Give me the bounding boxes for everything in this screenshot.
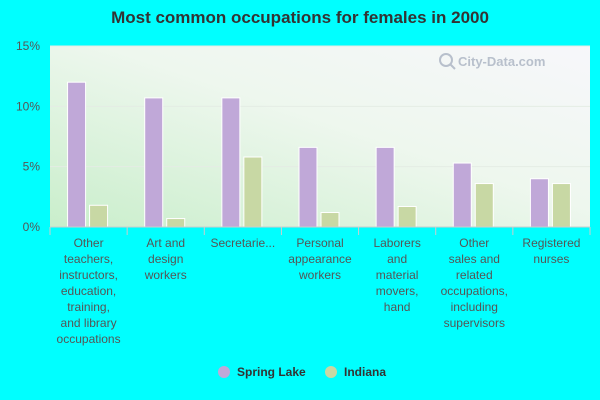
bar-spring-lake[interactable] (375, 146, 395, 228)
x-tick-label: Other sales and related occupations, includi… (441, 236, 508, 330)
watermark-text: City-Data.com (458, 54, 545, 69)
bar-spring-lake[interactable] (529, 178, 549, 228)
y-axis-ticks: 0% 5% 10% 15% (16, 39, 40, 234)
legend-swatch (218, 366, 230, 378)
x-tick-label: Art and design workers (144, 236, 187, 282)
bars (67, 81, 571, 228)
y-tick-label: 15% (16, 39, 40, 53)
chart-title: Most common occupations for females in 2… (111, 8, 489, 27)
watermark: City-Data.com (439, 53, 545, 70)
bar-indiana[interactable] (166, 218, 186, 228)
legend-label: Indiana (344, 365, 386, 379)
bar-spring-lake[interactable] (144, 97, 164, 228)
bar-spring-lake[interactable] (221, 97, 241, 228)
x-tick-label: Other teachers, instructors, education, trai… (57, 236, 121, 346)
x-tick-label: Registered nurses (522, 236, 580, 266)
bar-spring-lake[interactable] (298, 146, 318, 228)
bar-indiana[interactable] (320, 212, 340, 228)
x-tick-label: Personal appearance workers (288, 236, 352, 282)
bar-spring-lake[interactable] (67, 81, 87, 228)
bar-indiana[interactable] (89, 204, 109, 228)
bar-indiana[interactable] (551, 183, 571, 228)
category-labels: Other teachers, instructors, education, trai… (57, 236, 581, 346)
legend: Spring Lake Indiana (218, 365, 386, 379)
grid-lines (50, 45, 590, 168)
bar-indiana[interactable] (474, 183, 494, 228)
bar-spring-lake[interactable] (452, 162, 472, 228)
y-tick-label: 5% (23, 160, 41, 174)
plot-area (50, 46, 590, 227)
x-tick-label: Secretarie... (211, 236, 276, 250)
magnifier-icon (439, 53, 456, 70)
legend-swatch (325, 366, 337, 378)
x-tick-label: Laborers and material movers, hand (373, 236, 420, 314)
x-axis (49, 226, 591, 235)
y-tick-label: 0% (23, 220, 41, 234)
bar-indiana[interactable] (397, 205, 417, 228)
y-tick-label: 10% (16, 99, 40, 113)
bar-indiana[interactable] (243, 156, 263, 228)
legend-label: Spring Lake (237, 365, 306, 379)
